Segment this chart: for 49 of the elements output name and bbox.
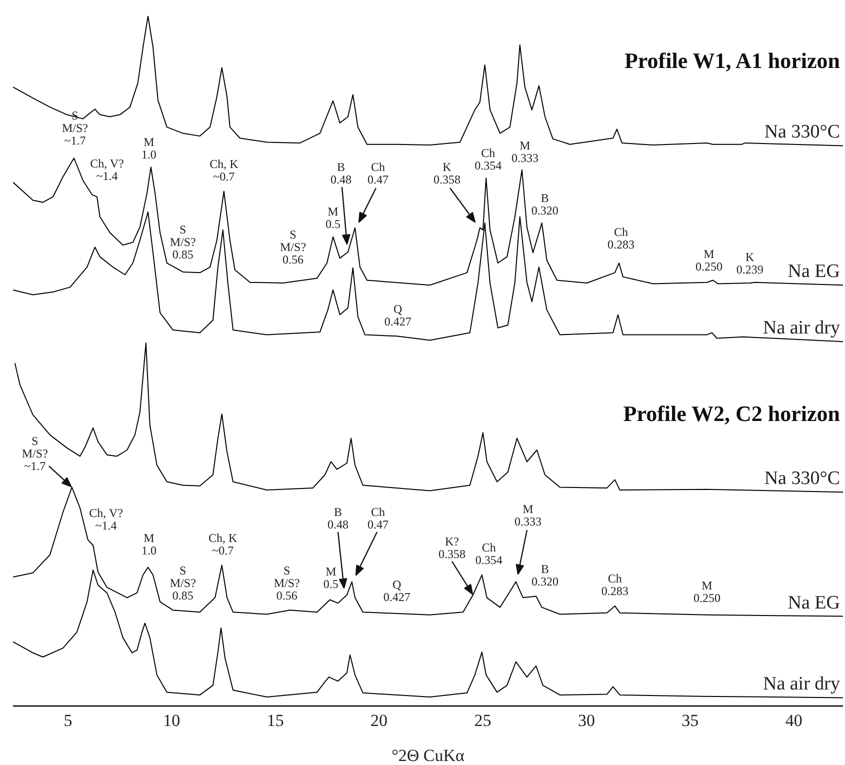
annotation: Q 0.427 xyxy=(384,302,412,328)
annotation: B 0.320 xyxy=(531,190,558,218)
annotation: Ch, V? ~1.4 xyxy=(90,156,124,184)
annotation: Ch 0.354 xyxy=(475,540,502,568)
annotation: Ch 0.354 xyxy=(474,146,502,172)
x-tick-label: 25 xyxy=(474,711,492,730)
annotation: S M/S? ~1.7 xyxy=(22,434,48,473)
x-tick-label: 35 xyxy=(682,711,699,730)
x-tick-label: 20 xyxy=(370,711,388,730)
annotation: Ch 0.283 xyxy=(601,572,628,598)
annotation: K 0.358 xyxy=(434,160,460,186)
annotation: M 1.0 xyxy=(141,134,156,162)
x-tick-label: 40 xyxy=(785,711,802,730)
annotation: M 0.250 xyxy=(695,247,722,274)
annotation: S M/S? 0.56 xyxy=(274,564,300,603)
annotation: M 0.5 xyxy=(326,204,341,232)
annotation: K 0.239 xyxy=(736,250,764,276)
x-tick-label: 5 xyxy=(64,711,72,730)
annotation: S M/S? 0.85 xyxy=(170,564,196,603)
series-label: Na air dry xyxy=(762,318,840,339)
annotation: S M/S? 0.85 xyxy=(170,222,196,262)
annotation: B 0.48 xyxy=(328,504,348,532)
annotation: M 0.333 xyxy=(511,138,538,166)
annotation: Profile W1, A1 horizon xyxy=(624,48,840,73)
x-tick-label: 30 xyxy=(578,711,595,730)
series-label: Na EG xyxy=(788,261,840,282)
x-axis-title: °2Θ CuKα xyxy=(392,746,465,765)
annotation: B 0.48 xyxy=(330,160,352,186)
annotation: M 0.250 xyxy=(693,578,720,606)
annotation: Ch 0.47 xyxy=(368,160,388,186)
annotation: Ch, K ~0.7 xyxy=(208,530,238,558)
x-tick-label: 15 xyxy=(266,711,284,730)
series-label: Na 330°C xyxy=(764,468,840,490)
annotation: Ch, V? ~1.4 xyxy=(89,506,123,532)
annotation: Profile W2, C2 horizon xyxy=(623,401,840,426)
x-tick-label: 10 xyxy=(163,711,180,730)
annotation: M 0.333 xyxy=(514,502,542,528)
annotation: S M/S? 0.56 xyxy=(280,228,306,267)
annotation: Ch 0.283 xyxy=(608,224,635,252)
annotation: M 1.0 xyxy=(142,531,157,558)
series-label: Na 330°C xyxy=(764,122,840,143)
annotation: M 0.5 xyxy=(323,564,338,591)
series-label: Na air dry xyxy=(762,674,840,695)
annotation: Q 0.427 xyxy=(383,577,410,604)
annotation: Ch, K ~0.7 xyxy=(210,157,239,184)
annotation: K? 0.358 xyxy=(438,534,466,562)
series-label: Na EG xyxy=(788,592,840,614)
annotation: B 0.320 xyxy=(532,562,559,589)
annotation: Ch 0.47 xyxy=(368,504,388,532)
